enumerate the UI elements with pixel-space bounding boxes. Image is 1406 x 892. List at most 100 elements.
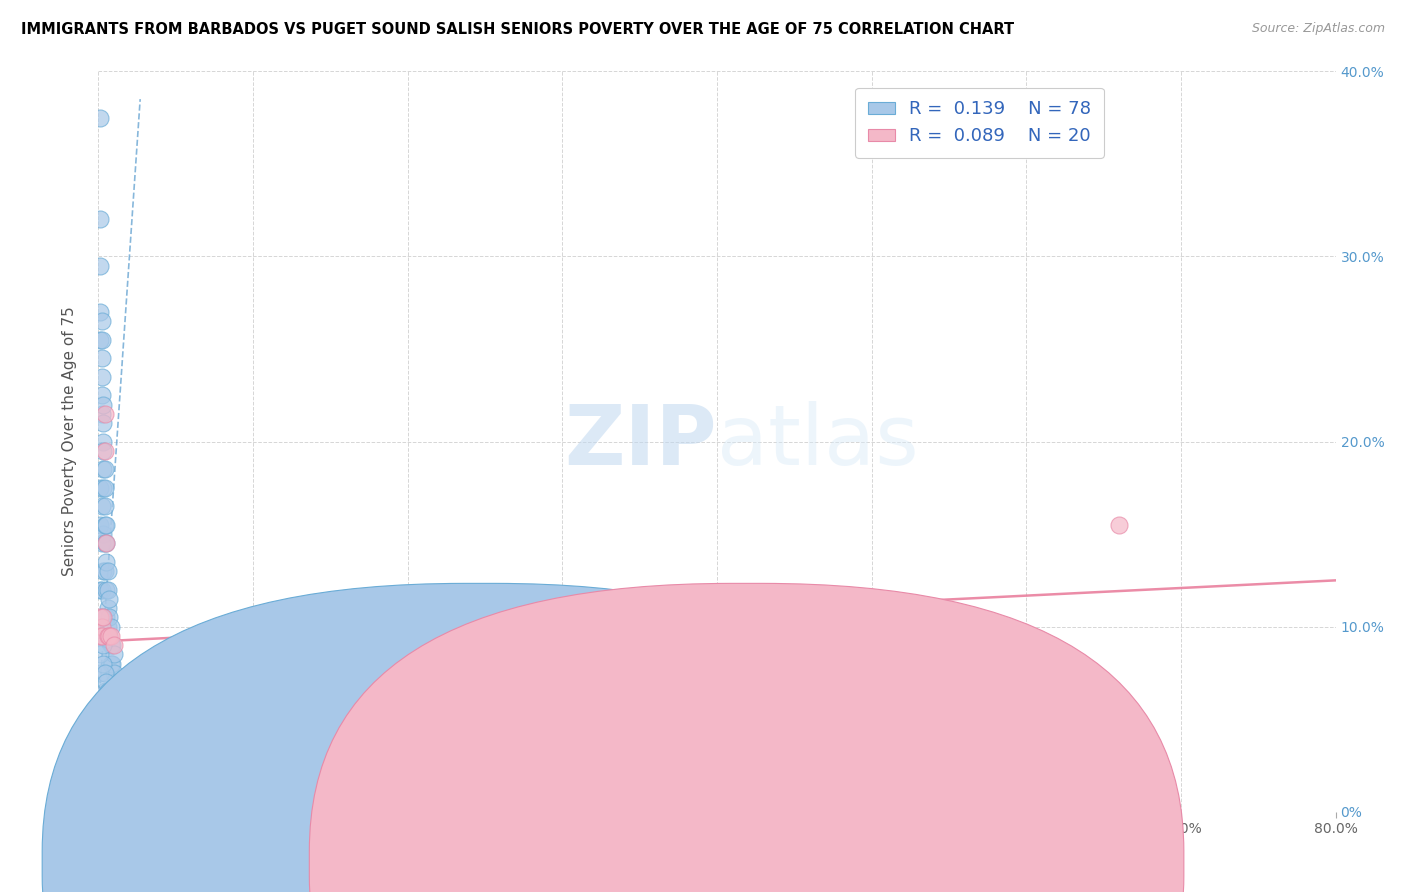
Point <box>105 703 128 717</box>
Point <box>96 536 118 550</box>
Point <box>103 684 125 698</box>
Point <box>90 407 112 421</box>
Point <box>96 675 118 690</box>
Point <box>91 462 114 476</box>
Point <box>118 684 141 698</box>
Text: atlas: atlas <box>717 401 918 482</box>
Point <box>100 638 122 652</box>
Point <box>91 657 114 671</box>
Point <box>108 703 131 717</box>
Point <box>103 638 125 652</box>
Point <box>97 619 120 633</box>
Point <box>104 731 127 745</box>
Point <box>96 517 118 532</box>
Point <box>89 333 111 347</box>
Point <box>89 517 111 532</box>
Point <box>89 111 111 125</box>
Text: Immigrants from Barbados: Immigrants from Barbados <box>503 863 709 877</box>
Point <box>90 629 112 643</box>
Point <box>103 722 125 736</box>
Text: Source: ZipAtlas.com: Source: ZipAtlas.com <box>1251 22 1385 36</box>
Point <box>107 694 129 708</box>
Point <box>91 416 114 430</box>
Point <box>90 369 112 384</box>
Point <box>98 629 121 643</box>
Point <box>93 481 115 495</box>
Point <box>104 675 127 690</box>
Point <box>105 684 128 698</box>
Point <box>90 333 112 347</box>
Point <box>93 462 115 476</box>
Point <box>112 684 135 698</box>
Point <box>96 555 118 569</box>
Point <box>96 536 118 550</box>
Point <box>91 443 114 458</box>
Point <box>98 591 121 606</box>
Point <box>90 536 112 550</box>
Point <box>93 665 115 680</box>
Point <box>89 212 111 227</box>
Point <box>101 657 124 671</box>
Point <box>100 657 122 671</box>
Point <box>107 712 129 726</box>
Point <box>105 684 128 698</box>
Point <box>91 527 114 541</box>
Point <box>89 582 111 597</box>
Text: IMMIGRANTS FROM BARBADOS VS PUGET SOUND SALISH SENIORS POVERTY OVER THE AGE OF 7: IMMIGRANTS FROM BARBADOS VS PUGET SOUND … <box>21 22 1014 37</box>
Point <box>100 619 122 633</box>
Point <box>91 564 114 578</box>
Point <box>97 582 120 597</box>
Point <box>91 481 114 495</box>
Point <box>97 684 120 698</box>
Point <box>115 694 138 708</box>
Point <box>96 610 118 624</box>
Point <box>100 629 122 643</box>
Point <box>90 500 112 514</box>
Point <box>91 610 114 624</box>
Point <box>97 629 120 643</box>
Point <box>90 314 112 328</box>
Point <box>111 712 132 726</box>
Point <box>96 694 118 708</box>
Point <box>105 739 128 754</box>
Text: ZIP: ZIP <box>565 401 717 482</box>
Point <box>98 610 121 624</box>
Point <box>89 648 111 662</box>
Point <box>90 582 112 597</box>
Point <box>97 564 120 578</box>
Point <box>103 665 125 680</box>
Point <box>97 601 120 615</box>
Point <box>104 694 127 708</box>
Point <box>89 610 111 624</box>
Point <box>90 351 112 366</box>
Point <box>93 536 115 550</box>
Point <box>91 434 114 449</box>
Point <box>98 694 121 708</box>
Point <box>93 443 115 458</box>
Point <box>101 638 124 652</box>
Point <box>89 665 111 680</box>
Point <box>90 619 112 633</box>
Text: Puget Sound Salish: Puget Sound Salish <box>770 863 918 877</box>
Point <box>108 694 131 708</box>
Point <box>89 259 111 273</box>
Point <box>91 638 114 652</box>
Point <box>93 517 115 532</box>
Point <box>101 712 124 726</box>
Point <box>1108 517 1130 532</box>
Point <box>89 305 111 319</box>
Y-axis label: Seniors Poverty Over the Age of 75: Seniors Poverty Over the Age of 75 <box>62 307 77 576</box>
Point <box>98 629 121 643</box>
Point <box>90 610 112 624</box>
Point <box>89 629 111 643</box>
Point <box>93 564 115 578</box>
Point <box>103 648 125 662</box>
Point <box>96 582 118 597</box>
Point <box>860 591 883 606</box>
Legend: R =  0.139    N = 78, R =  0.089    N = 20: R = 0.139 N = 78, R = 0.089 N = 20 <box>855 87 1104 158</box>
Point <box>89 629 111 643</box>
Point <box>121 694 143 708</box>
Point <box>111 731 132 745</box>
Point <box>90 629 112 643</box>
Point <box>93 684 115 698</box>
